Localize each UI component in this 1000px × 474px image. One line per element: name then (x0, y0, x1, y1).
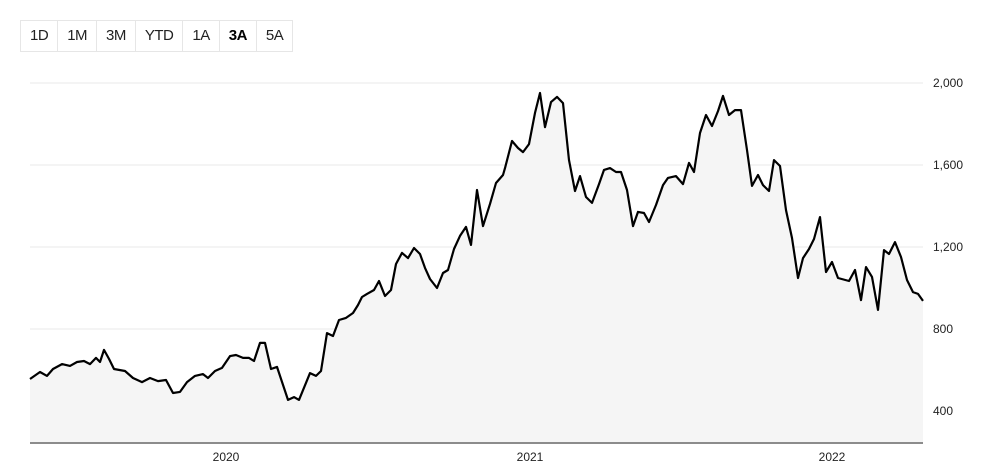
x-tick-label: 2022 (818, 450, 846, 464)
y-tick-label: 2,000 (933, 76, 964, 90)
range-button-1m[interactable]: 1M (58, 21, 98, 51)
y-tick-label: 1,200 (933, 240, 964, 254)
y-tick-label: 400 (933, 404, 954, 418)
price-area-fill (30, 93, 923, 443)
range-button-1a[interactable]: 1A (183, 21, 220, 51)
range-button-1d[interactable]: 1D (21, 21, 59, 51)
range-button-ytd[interactable]: YTD (136, 21, 184, 51)
x-tick-label: 2021 (516, 450, 544, 464)
y-tick-label: 800 (933, 322, 954, 336)
range-button-3m[interactable]: 3M (97, 21, 136, 51)
range-button-3a[interactable]: 3A (220, 21, 257, 51)
price-line (29, 91, 924, 401)
range-button-5a[interactable]: 5A (265, 27, 284, 44)
y-tick-label: 1,600 (933, 158, 964, 172)
range-selector: 1D 1M 3M YTD 1A 3A 5A (20, 20, 294, 52)
x-tick-label: 2020 (212, 450, 240, 464)
